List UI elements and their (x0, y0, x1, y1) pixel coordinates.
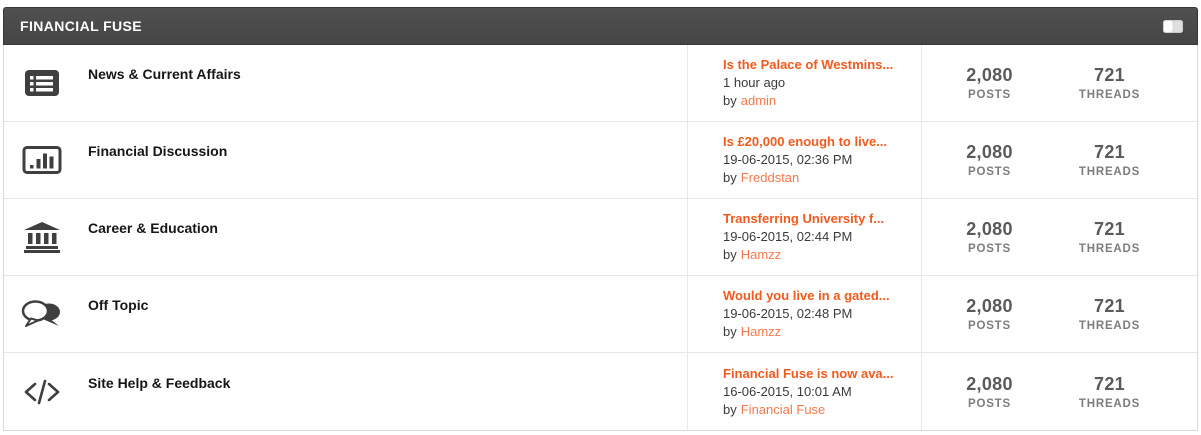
lastpost-time: 16-06-2015, 10:01 AM (723, 383, 852, 399)
category-link[interactable]: Site Help & Feedback (88, 374, 231, 391)
posts-label: POSTS (968, 320, 1011, 332)
forum-row: Off Topic Would you live in a gated... 1… (4, 276, 1197, 353)
author-link[interactable]: Hamzz (740, 247, 782, 262)
lastpost-byline: by Financial Fuse (723, 401, 921, 419)
forum-list: News & Current Affairs Is the Palace of … (3, 45, 1198, 431)
threads-label: THREADS (1078, 243, 1141, 255)
threads-count: 721 (1094, 142, 1125, 162)
posts-count: 2,080 (966, 373, 1013, 394)
lastpost-byline: by Freddstan (723, 169, 921, 187)
category-cell: Career & Education (79, 220, 687, 236)
by-label: by (723, 93, 737, 108)
threads-cell: 721 THREADS (1057, 353, 1162, 430)
threads-count: 721 (1094, 219, 1125, 239)
posts-label: POSTS (968, 166, 1011, 178)
lastpost-cell: Is the Palace of Westmins... 1 hour ago … (687, 45, 922, 121)
lastpost-byline: by Hamzz (723, 246, 921, 264)
collapse-toggle-icon[interactable] (1163, 19, 1183, 33)
category-cell: Financial Discussion (79, 143, 687, 159)
by-label: by (723, 247, 737, 262)
category-link[interactable]: News & Current Affairs (88, 66, 241, 82)
panel-header: FINANCIAL FUSE (3, 7, 1198, 45)
posts-count: 2,080 (966, 296, 1013, 316)
forum-row: News & Current Affairs Is the Palace of … (4, 45, 1197, 122)
lastpost-byline: by admin (723, 92, 921, 110)
author-link[interactable]: Hamzz (740, 324, 782, 339)
threads-cell: 721 THREADS (1057, 276, 1162, 352)
posts-label: POSTS (968, 243, 1011, 255)
posts-cell: 2,080 POSTS (922, 122, 1057, 198)
threads-cell: 721 THREADS (1057, 122, 1162, 198)
author-link[interactable]: Financial Fuse (740, 401, 826, 417)
posts-cell: 2,080 POSTS (922, 199, 1057, 275)
threads-count: 721 (1094, 296, 1125, 316)
author-link[interactable]: admin (740, 93, 777, 108)
lastpost-time: 19-06-2015, 02:36 PM (723, 152, 853, 167)
lastpost-cell: Financial Fuse is now ava... 16-06-2015,… (687, 353, 922, 430)
threads-label: THREADS (1078, 166, 1141, 178)
posts-label: POSTS (968, 89, 1011, 101)
lastpost-cell: Transferring University f... 19-06-2015,… (687, 199, 922, 275)
by-label: by (723, 401, 737, 417)
bar-chart-icon (4, 122, 79, 198)
threads-cell: 721 THREADS (1057, 45, 1162, 121)
threads-label: THREADS (1078, 89, 1141, 101)
category-cell: Off Topic (79, 297, 687, 313)
thread-title-link[interactable]: Is the Palace of Westmins... (723, 57, 894, 72)
posts-label: POSTS (968, 397, 1011, 410)
threads-count: 721 (1094, 65, 1125, 85)
lastpost-time: 1 hour ago (723, 75, 786, 90)
category-cell: Site Help & Feedback (79, 375, 687, 391)
code-icon (4, 353, 79, 430)
lastpost-cell: Is £20,000 enough to live... 19-06-2015,… (687, 122, 922, 198)
posts-cell: 2,080 POSTS (922, 45, 1057, 121)
forum-category-panel: FINANCIAL FUSE News & Current Affairs (3, 7, 1198, 431)
category-link[interactable]: Off Topic (88, 297, 149, 313)
thread-title-link[interactable]: Is £20,000 enough to live... (723, 134, 888, 149)
threads-label: THREADS (1078, 320, 1141, 332)
posts-count: 2,080 (966, 65, 1013, 85)
thread-title-link[interactable]: Transferring University f... (723, 211, 885, 226)
category-link[interactable]: Career & Education (88, 220, 218, 236)
forum-row: Site Help & Feedback Financial Fuse is n… (4, 353, 1197, 430)
posts-count: 2,080 (966, 219, 1013, 239)
bank-icon (4, 199, 79, 275)
lastpost-cell: Would you live in a gated... 19-06-2015,… (687, 276, 922, 352)
threads-count: 721 (1094, 373, 1125, 394)
panel-title: FINANCIAL FUSE (20, 18, 143, 34)
lastpost-byline: by Hamzz (723, 323, 921, 341)
forum-row: Financial Discussion Is £20,000 enough t… (4, 122, 1197, 199)
by-label: by (723, 170, 737, 185)
posts-cell: 2,080 POSTS (922, 353, 1057, 430)
threads-cell: 721 THREADS (1057, 199, 1162, 275)
lastpost-time: 19-06-2015, 02:44 PM (723, 229, 853, 244)
thread-title-link[interactable]: Would you live in a gated... (723, 288, 890, 303)
author-link[interactable]: Freddstan (740, 170, 800, 185)
forum-row: Career & Education Transferring Universi… (4, 199, 1197, 276)
by-label: by (723, 324, 737, 339)
threads-label: THREADS (1078, 397, 1141, 410)
posts-count: 2,080 (966, 142, 1013, 162)
category-link[interactable]: Financial Discussion (88, 143, 228, 159)
thread-title-link[interactable]: Financial Fuse is now ava... (723, 365, 894, 381)
posts-cell: 2,080 POSTS (922, 276, 1057, 352)
lastpost-time: 19-06-2015, 02:48 PM (723, 306, 853, 321)
category-cell: News & Current Affairs (79, 66, 687, 82)
list-alt-icon (4, 45, 79, 121)
comments-icon (4, 276, 79, 352)
